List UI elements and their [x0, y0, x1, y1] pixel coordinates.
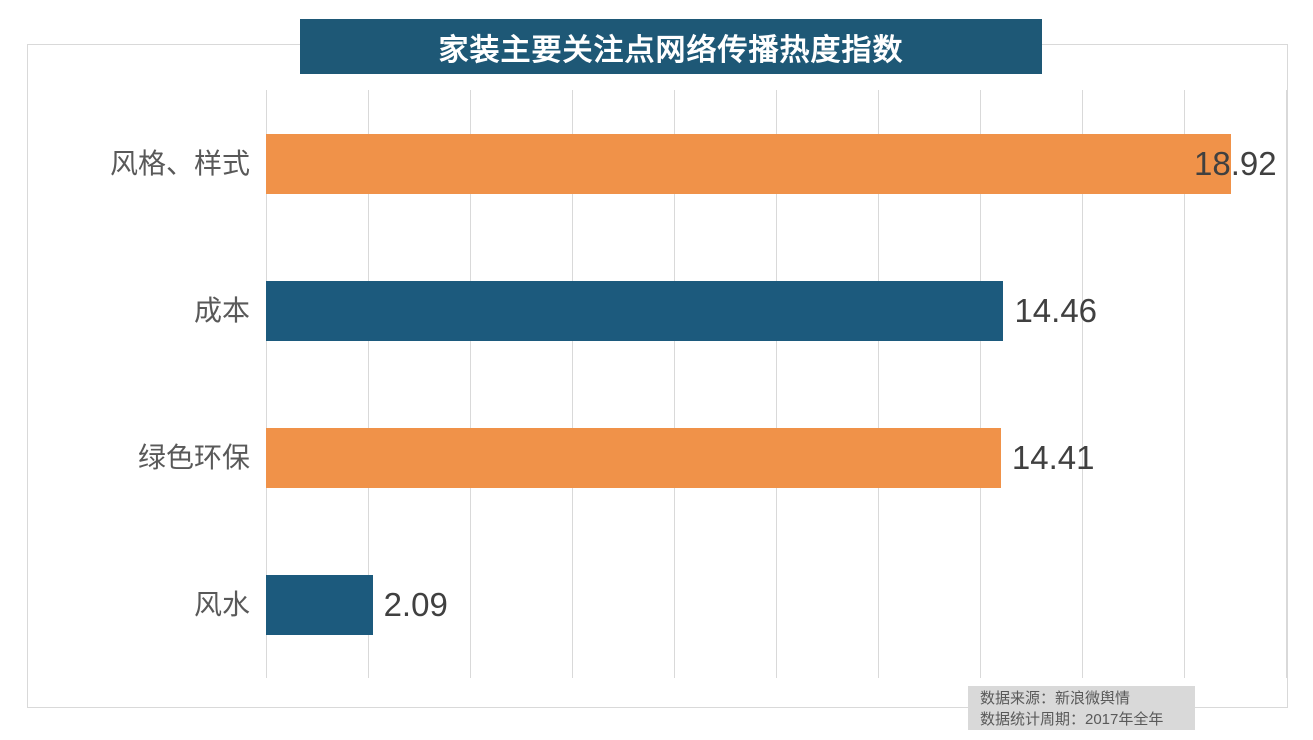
gridline: [878, 90, 879, 678]
gridline: [572, 90, 573, 678]
value-label: 2.09: [383, 585, 448, 623]
source-line-1: 数据来源：新浪微舆情: [980, 690, 1131, 707]
source-note: 数据来源：新浪微舆情 数据统计周期：2017年全年: [968, 686, 1195, 730]
gridline: [1082, 90, 1083, 678]
bar: [266, 427, 1001, 488]
category-label: 成本: [193, 294, 250, 326]
gridline: [674, 90, 675, 678]
value-label: 14.46: [1014, 291, 1098, 329]
gridline: [980, 90, 981, 678]
bar: [266, 133, 1231, 194]
gridline: [470, 90, 471, 678]
chart-title: 家装主要关注点网络传播热度指数: [438, 33, 904, 67]
gridline: [368, 90, 369, 678]
category-label: 风水: [193, 588, 250, 620]
bar: [266, 280, 1004, 341]
chart-title-banner: 家装主要关注点网络传播热度指数: [300, 19, 1042, 74]
gridline: [1184, 90, 1185, 678]
value-label: 18.92: [1194, 144, 1277, 182]
category-label: 绿色环保: [137, 441, 250, 473]
value-label: 14.41: [1011, 438, 1095, 476]
source-line-2: 数据统计周期：2017年全年: [980, 711, 1164, 728]
gridline: [266, 90, 267, 678]
gridline: [1286, 90, 1287, 678]
plot-area: [266, 90, 1287, 678]
bar: [266, 574, 373, 635]
gridline: [776, 90, 777, 678]
category-label: 风格、样式: [109, 147, 250, 179]
